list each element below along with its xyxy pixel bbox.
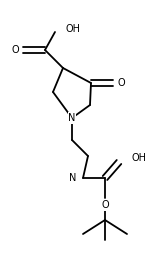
Text: N: N — [69, 173, 77, 183]
Text: O: O — [101, 200, 109, 210]
Text: O: O — [11, 45, 19, 55]
Text: OH: OH — [131, 153, 146, 163]
Text: N: N — [69, 173, 77, 183]
Text: N: N — [68, 113, 76, 123]
Text: OH: OH — [65, 24, 80, 34]
Text: O: O — [117, 78, 125, 88]
